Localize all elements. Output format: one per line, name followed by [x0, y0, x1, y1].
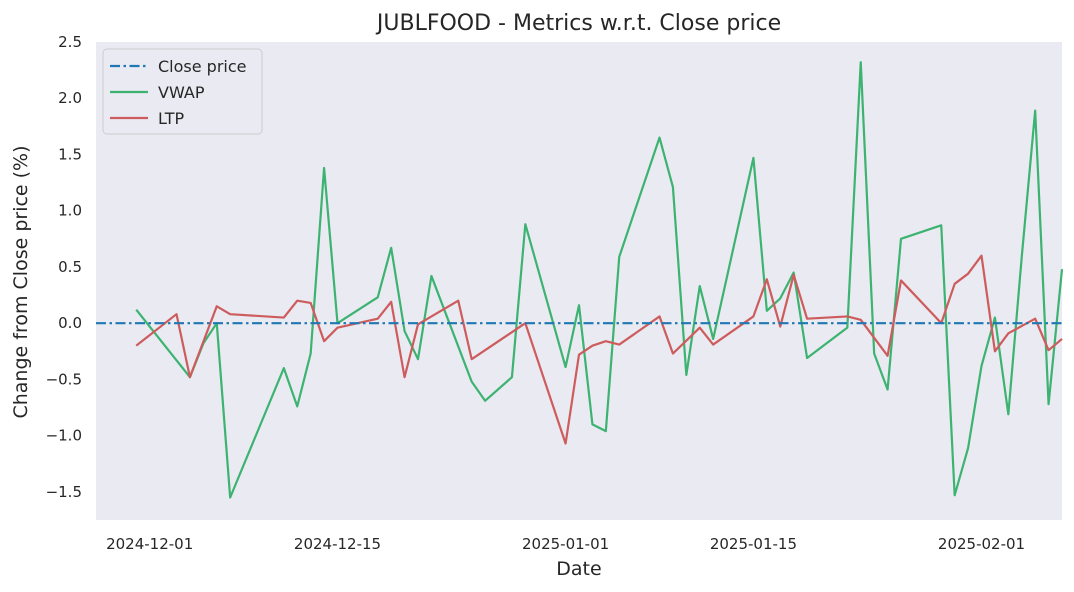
- legend: Close price VWAP LTP: [102, 48, 263, 135]
- x-axis-ticks: 2024-12-01 2024-12-15 2025-01-01 2025-01-15…: [106, 535, 1025, 553]
- series-layer: [96, 61, 1064, 499]
- legend-ltp-label: LTP: [158, 109, 184, 128]
- chart-title: JUBLFOOD - Metrics w.r.t. Close price: [375, 11, 781, 36]
- legend-close-price-label: Close price: [158, 57, 247, 76]
- y-tick-label: −0.5: [46, 370, 82, 388]
- y-tick-label: −1.5: [46, 483, 82, 501]
- x-axis-label: Date: [556, 558, 601, 580]
- y-tick-label: 2.0: [58, 89, 82, 107]
- x-tick-label: 2024-12-15: [294, 535, 381, 553]
- x-tick-label: 2025-01-15: [710, 535, 797, 553]
- y-tick-label: 0.0: [58, 314, 82, 332]
- series-line-ltp: [135, 254, 1063, 445]
- y-tick-label: 1.0: [58, 202, 82, 220]
- y-tick-label: −1.0: [46, 427, 82, 445]
- x-tick-label: 2025-01-01: [522, 535, 609, 553]
- y-tick-label: 2.5: [58, 33, 82, 51]
- x-tick-label: 2025-02-01: [938, 535, 1025, 553]
- legend-vwap-label: VWAP: [158, 83, 205, 102]
- y-tick-label: 1.5: [58, 145, 82, 163]
- x-tick-label: 2024-12-01: [106, 535, 193, 553]
- y-axis-label: Change from Close price (%): [10, 145, 32, 418]
- y-tick-label: 0.5: [58, 258, 82, 276]
- legend-box: [102, 48, 263, 135]
- y-axis-ticks: −1.5 −1.0 −0.5 0.0 0.5 1.0 1.5 2.0 2.5: [46, 33, 82, 501]
